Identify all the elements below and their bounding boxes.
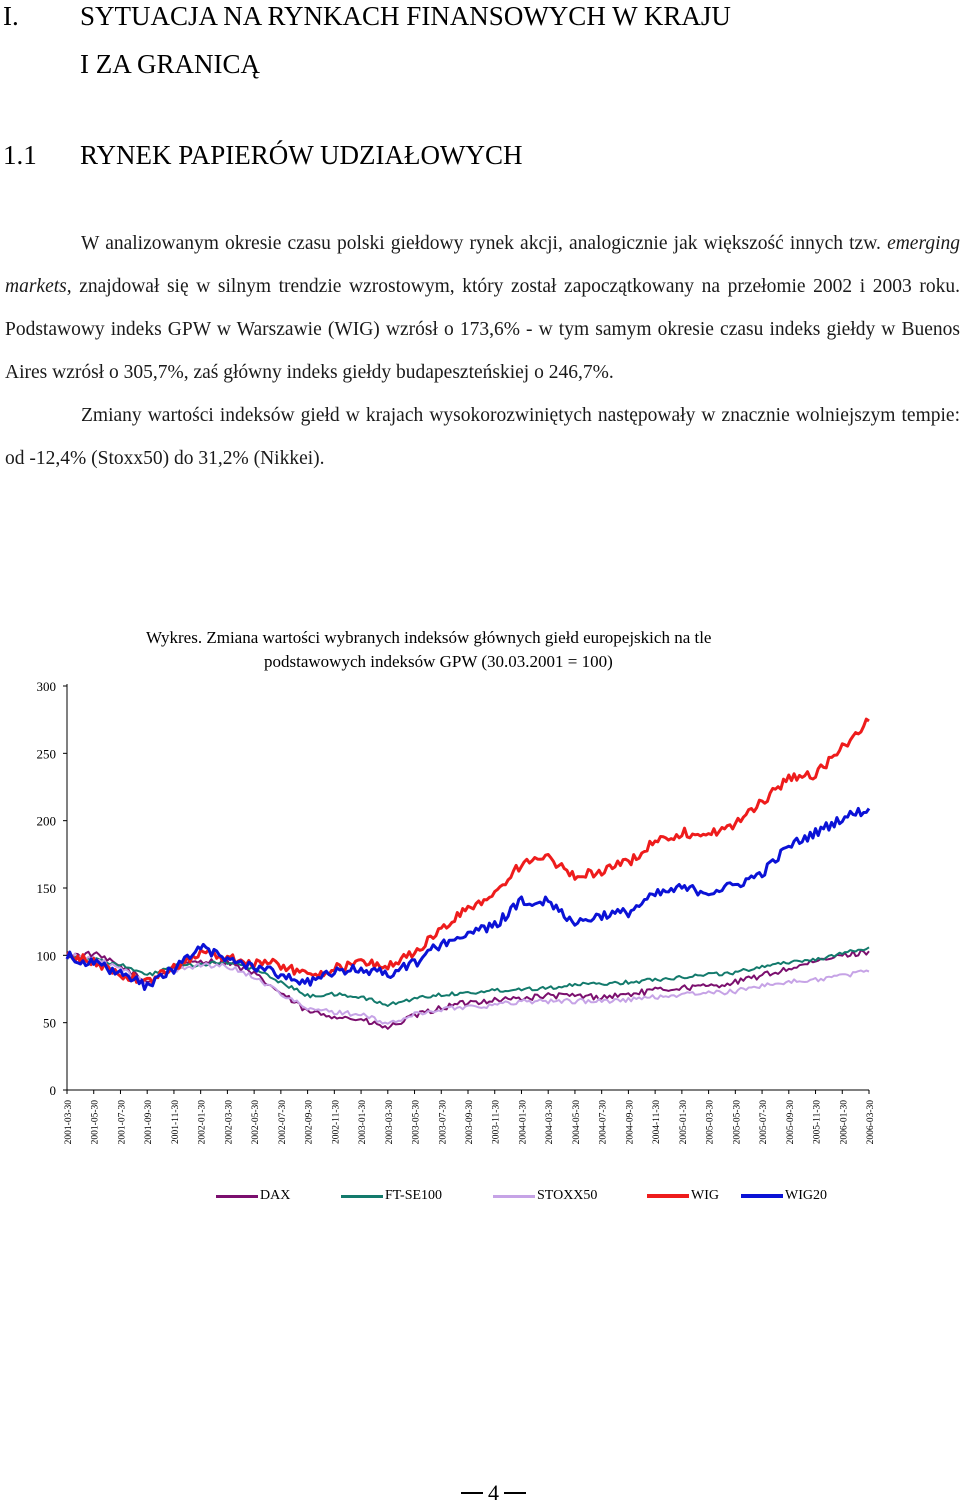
series-line-stoxx50 [67, 952, 870, 1025]
page-number-dash-left [461, 1492, 483, 1494]
x-tick-label: 2004-07-30 [599, 1100, 609, 1145]
x-tick-label: 2004-01-30 [518, 1100, 528, 1145]
page-number-value: 4 [488, 1480, 499, 1505]
x-tick-label: 2001-03-30 [64, 1100, 74, 1145]
series-line-ft-se100 [66, 946, 870, 1007]
x-tick-label: 2005-05-30 [732, 1100, 742, 1145]
page-number: 4 [456, 1480, 531, 1506]
x-tick-label: 2002-09-30 [305, 1100, 315, 1145]
series-line-dax [66, 949, 870, 1030]
x-tick-label: 2002-11-30 [331, 1100, 341, 1144]
series-line-wig [66, 717, 870, 985]
x-tick-label: 2005-07-30 [759, 1100, 769, 1145]
legend-item-dax: DAX [216, 1188, 341, 1204]
paragraph-1: W analizowanym okresie czasu polski gieł… [5, 222, 960, 394]
chart-legend: DAX FT-SE100 STOXX50 WIG WIG20 [216, 1188, 827, 1204]
y-tick-label: 50 [43, 1016, 56, 1031]
legend-label-stoxx50: STOXX50 [537, 1188, 598, 1203]
y-tick-label: 250 [37, 746, 57, 761]
x-tick-label: 2005-01-30 [679, 1100, 689, 1145]
y-tick-label: 200 [37, 814, 57, 829]
chart-title: Wykres. Zmiana wartości wybranych indeks… [146, 626, 826, 674]
legend-label-wig: WIG [691, 1188, 719, 1203]
x-tick-label: 2003-11-30 [492, 1100, 502, 1144]
legend-swatch-wig20 [741, 1194, 783, 1198]
x-tick-label: 2003-07-30 [438, 1100, 448, 1145]
section-number: 1.1 [3, 140, 37, 170]
x-tick-label: 2003-03-30 [385, 1100, 395, 1145]
x-tick-label: 2004-11-30 [652, 1100, 662, 1144]
y-tick-label: 100 [37, 948, 57, 963]
legend-swatch-stoxx50 [493, 1194, 535, 1198]
legend-item-stoxx50: STOXX50 [493, 1188, 647, 1204]
x-tick-label: 2006-01-30 [839, 1100, 849, 1145]
chart-title-line2: podstawowych indeksów GPW (30.03.2001 = … [264, 652, 613, 671]
legend-label-dax: DAX [260, 1188, 291, 1203]
chapter-title-line2: I ZA GRANICĄ [80, 49, 260, 79]
y-tick-label: 0 [50, 1083, 57, 1098]
paragraph-1-part-a: W analizowanym okresie czasu polski gieł… [81, 233, 888, 254]
x-tick-label: 2003-05-30 [412, 1100, 422, 1145]
legend-label-ft-se100: FT-SE100 [385, 1188, 443, 1203]
x-tick-label: 2004-05-30 [572, 1100, 582, 1145]
chapter-number: I. [3, 1, 19, 31]
chapter-title-line1: SYTUACJA NA RYNKACH FINANSOWYCH W KRAJU [80, 1, 731, 31]
emerging-markets-term: emerging markets [5, 233, 960, 297]
legend-item-ft-se100: FT-SE100 [341, 1188, 493, 1204]
x-tick-label: 2001-11-30 [171, 1100, 181, 1144]
x-tick-label: 2004-03-30 [545, 1100, 555, 1145]
paragraph-1-part-b: , znajdował się w silnym trendzie wzrost… [5, 276, 960, 383]
legend-swatch-dax [216, 1194, 258, 1198]
legend-item-wig20: WIG20 [741, 1188, 827, 1204]
section-title: RYNEK PAPIERÓW UDZIAŁOWYCH [80, 140, 523, 170]
y-tick-label: 300 [37, 679, 57, 694]
x-tick-label: 2005-11-30 [813, 1100, 823, 1144]
x-tick-label: 2002-05-30 [251, 1100, 261, 1145]
x-tick-label: 2002-03-30 [224, 1100, 234, 1145]
chart-title-line1: Wykres. Zmiana wartości wybranych indeks… [146, 628, 712, 647]
y-tick-label: 150 [37, 881, 57, 896]
x-tick-label: 2002-07-30 [278, 1100, 288, 1145]
legend-swatch-ft-se100 [341, 1194, 383, 1198]
body-text: W analizowanym okresie czasu polski gieł… [5, 222, 960, 480]
x-tick-label: 2001-05-30 [91, 1100, 101, 1145]
series-line-wig20 [65, 806, 871, 991]
x-tick-label: 2003-01-30 [358, 1100, 368, 1145]
legend-label-wig20: WIG20 [785, 1188, 827, 1203]
x-tick-label: 2006-03-30 [866, 1100, 876, 1145]
legend-swatch-wig [647, 1194, 689, 1198]
x-tick-label: 2001-09-30 [144, 1100, 154, 1145]
x-tick-label: 2002-01-30 [198, 1100, 208, 1145]
paragraph-2: Zmiany wartości indeksów giełd w krajach… [5, 405, 960, 469]
x-tick-label: 2001-07-30 [117, 1100, 127, 1145]
legend-item-wig: WIG [647, 1188, 741, 1204]
x-tick-label: 2004-09-30 [625, 1100, 635, 1145]
page-number-dash-right [504, 1492, 526, 1494]
x-tick-label: 2005-09-30 [786, 1100, 796, 1145]
x-tick-label: 2005-03-30 [706, 1100, 716, 1145]
x-tick-label: 2003-09-30 [465, 1100, 475, 1145]
